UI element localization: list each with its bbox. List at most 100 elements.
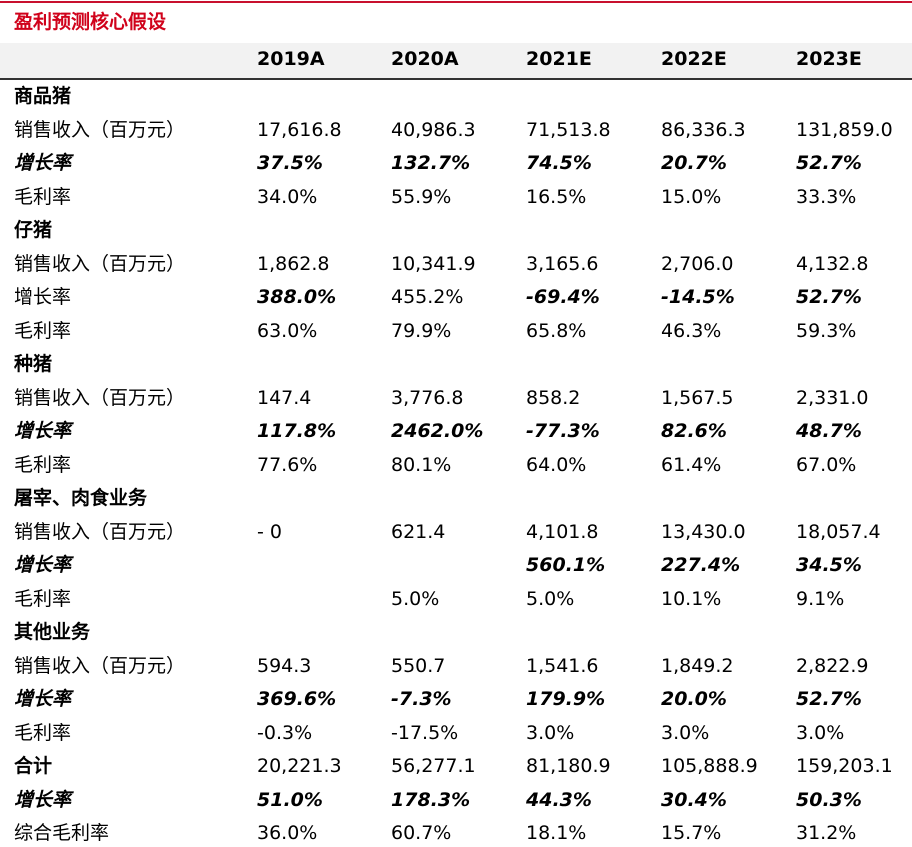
row-label: 合计 <box>14 755 53 777</box>
table-cell: 52.7% <box>796 286 862 308</box>
table-cell: 52.7% <box>796 688 862 710</box>
column-header-2019a: 2019A <box>257 48 325 70</box>
table-cell: 3.0% <box>526 721 575 744</box>
table-cell: 2,706.0 <box>661 252 734 275</box>
table-cell: 4,101.8 <box>526 520 599 543</box>
column-header-2022e: 2022E <box>661 48 727 70</box>
table-cell: 131,859.0 <box>796 118 893 141</box>
table-cell: 67.0% <box>796 453 857 476</box>
table-cell: 621.4 <box>391 520 446 543</box>
table-cell: 51.0% <box>257 788 323 811</box>
row-label: 增长率 <box>14 286 72 308</box>
section-heading: 其他业务 <box>14 621 91 643</box>
row-label: 销售收入（百万元） <box>14 654 186 677</box>
table-cell: -14.5% <box>661 286 735 308</box>
table-cell: - 0 <box>257 520 282 543</box>
table-cell: 55.9% <box>391 185 452 208</box>
page-title: 盈利预测核心假设 <box>14 11 167 33</box>
table-cell: 9.1% <box>796 587 845 610</box>
table-cell: 10.1% <box>661 587 722 610</box>
table-cell: 2,331.0 <box>796 386 869 409</box>
table-cell: 13,430.0 <box>661 520 746 543</box>
table-cell: -77.3% <box>526 420 600 442</box>
table-cell: 86,336.3 <box>661 118 746 141</box>
table-cell: 3.0% <box>796 721 845 744</box>
table-cell: 30.4% <box>661 788 727 811</box>
table-cell: 80.1% <box>391 453 452 476</box>
table-cell: 77.6% <box>257 453 318 476</box>
row-label: 毛利率 <box>14 587 72 610</box>
table-cell: 455.2% <box>391 286 464 308</box>
table-cell: 105,888.9 <box>661 755 758 777</box>
table-cell: 81,180.9 <box>526 755 611 777</box>
table-cell: 31.2% <box>796 822 857 844</box>
table-cell: 132.7% <box>391 152 471 174</box>
table-cell: 20.7% <box>661 152 727 174</box>
table-cell: 16.5% <box>526 185 587 208</box>
table-cell: 34.0% <box>257 185 318 208</box>
table-cell: 1,862.8 <box>257 252 330 275</box>
table-cell: 858.2 <box>526 386 581 409</box>
table-cell: 388.0% <box>257 286 337 308</box>
table-cell: 36.0% <box>257 822 318 844</box>
table-cell: 82.6% <box>661 420 727 442</box>
row-label: 增长率 <box>14 688 72 710</box>
table-cell: 4,132.8 <box>796 252 869 275</box>
row-label: 增长率 <box>14 554 72 576</box>
section-heading: 仔猪 <box>14 219 53 241</box>
table-cell: 59.3% <box>796 319 857 342</box>
table-cell: 37.5% <box>257 152 323 174</box>
table-cell: 550.7 <box>391 654 446 677</box>
table-cell: 20.0% <box>661 688 727 710</box>
section-heading: 种猪 <box>14 353 53 375</box>
table-cell: 159,203.1 <box>796 755 893 777</box>
table-cell: 2462.0% <box>391 420 484 442</box>
row-label: 增长率 <box>14 152 72 174</box>
row-label: 增长率 <box>14 420 72 442</box>
row-label: 销售收入（百万元） <box>14 520 186 543</box>
table-cell: 5.0% <box>391 587 440 610</box>
table-cell: 63.0% <box>257 319 318 342</box>
table-cell: 46.3% <box>661 319 722 342</box>
table-cell: 20,221.3 <box>257 755 342 777</box>
table-cell: 15.7% <box>661 822 722 844</box>
column-header-2023e: 2023E <box>796 48 862 70</box>
table-cell: 179.9% <box>526 688 606 710</box>
table-cell: 79.9% <box>391 319 452 342</box>
table-cell: 15.0% <box>661 185 722 208</box>
table-cell: 50.3% <box>796 788 862 811</box>
table-cell: 227.4% <box>661 554 741 576</box>
table-cell: 1,541.6 <box>526 654 599 677</box>
row-label: 销售收入（百万元） <box>14 118 186 141</box>
row-label: 增长率 <box>14 788 72 811</box>
table-cell: 369.6% <box>257 688 337 710</box>
table-cell: 52.7% <box>796 152 862 174</box>
table-cell: 594.3 <box>257 654 312 677</box>
table-cell: 74.5% <box>526 152 592 174</box>
row-label: 销售收入（百万元） <box>14 386 186 409</box>
table-cell: 60.7% <box>391 822 452 844</box>
table-cell: 10,341.9 <box>391 252 476 275</box>
table-cell: 33.3% <box>796 185 857 208</box>
table-cell: 61.4% <box>661 453 722 476</box>
table-cell: 3,165.6 <box>526 252 599 275</box>
row-label: 综合毛利率 <box>14 822 110 844</box>
row-label: 毛利率 <box>14 185 72 208</box>
table-cell: -7.3% <box>391 688 452 710</box>
table-cell: 18,057.4 <box>796 520 881 543</box>
table-cell: 117.8% <box>257 420 337 442</box>
table-cell: 44.3% <box>526 788 592 811</box>
table-cell: 65.8% <box>526 319 587 342</box>
row-label: 毛利率 <box>14 453 72 476</box>
section-heading: 商品猪 <box>14 85 72 107</box>
column-header-2021e: 2021E <box>526 48 592 70</box>
row-label: 销售收入（百万元） <box>14 252 186 275</box>
table-cell: 71,513.8 <box>526 118 611 141</box>
column-header-2020a: 2020A <box>391 48 459 70</box>
table-cell: 5.0% <box>526 587 575 610</box>
table-cell: -69.4% <box>526 286 600 308</box>
row-label: 毛利率 <box>14 721 72 744</box>
section-heading: 屠宰、肉食业务 <box>14 487 148 509</box>
table-cell: 178.3% <box>391 788 471 811</box>
table-cell: 40,986.3 <box>391 118 476 141</box>
